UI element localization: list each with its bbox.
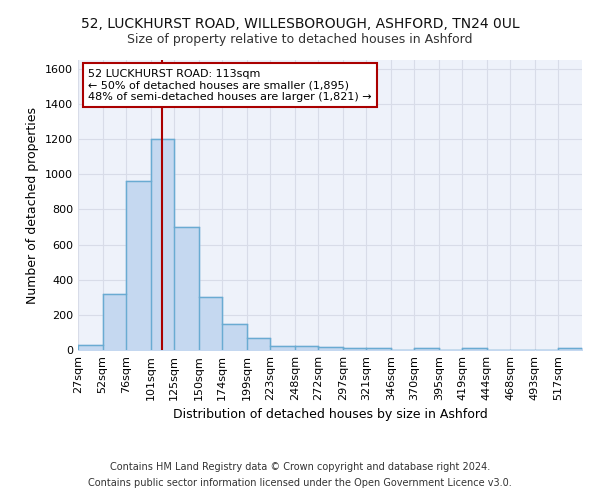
Text: Contains public sector information licensed under the Open Government Licence v3: Contains public sector information licen… (88, 478, 512, 488)
Text: 52, LUCKHURST ROAD, WILLESBOROUGH, ASHFORD, TN24 0UL: 52, LUCKHURST ROAD, WILLESBOROUGH, ASHFO… (80, 18, 520, 32)
X-axis label: Distribution of detached houses by size in Ashford: Distribution of detached houses by size … (173, 408, 487, 422)
Y-axis label: Number of detached properties: Number of detached properties (26, 106, 40, 304)
Text: 52 LUCKHURST ROAD: 113sqm
← 50% of detached houses are smaller (1,895)
48% of se: 52 LUCKHURST ROAD: 113sqm ← 50% of detac… (88, 68, 372, 102)
Text: Contains HM Land Registry data © Crown copyright and database right 2024.: Contains HM Land Registry data © Crown c… (110, 462, 490, 472)
Text: Size of property relative to detached houses in Ashford: Size of property relative to detached ho… (127, 32, 473, 46)
